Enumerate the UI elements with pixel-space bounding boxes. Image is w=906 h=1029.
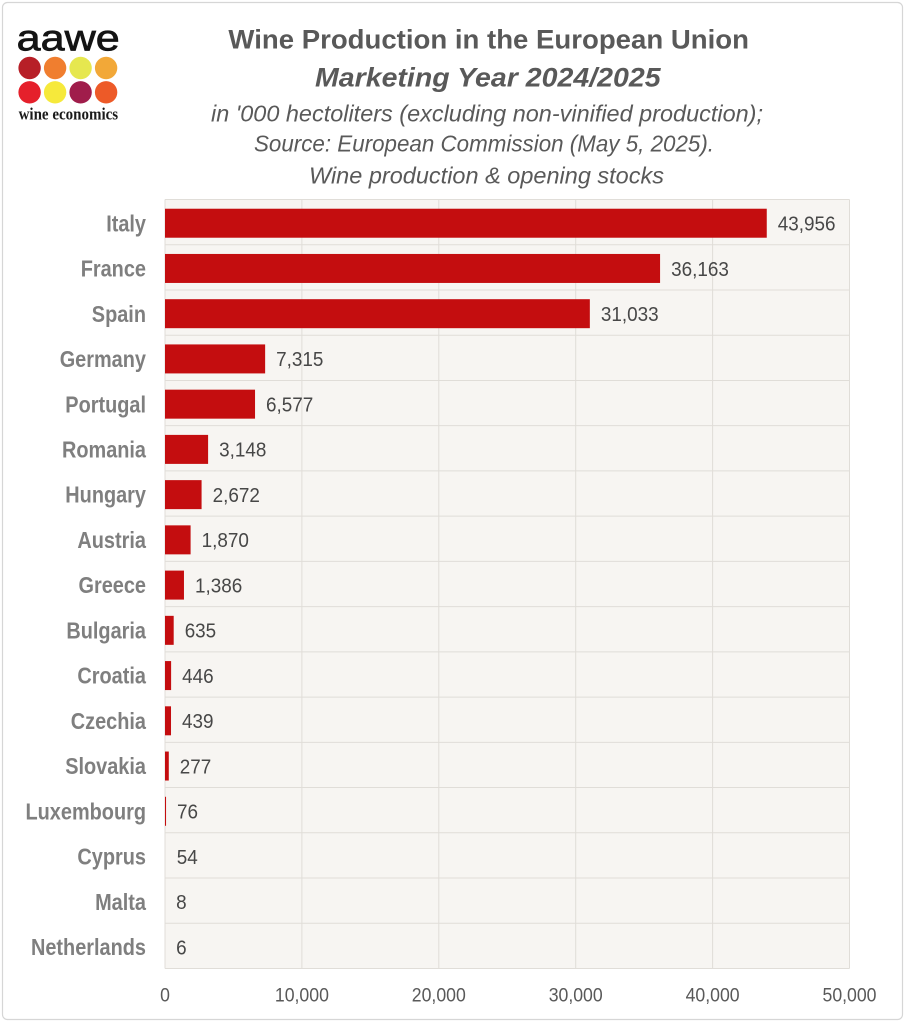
- svg-text:50,000: 50,000: [823, 986, 877, 1007]
- svg-text:Marketing Year 2024/2025: Marketing Year 2024/2025: [315, 62, 662, 92]
- svg-text:wine economics: wine economics: [19, 105, 119, 124]
- svg-text:Czechia: Czechia: [71, 708, 146, 734]
- svg-text:6,577: 6,577: [266, 394, 313, 416]
- svg-text:446: 446: [182, 666, 214, 688]
- svg-text:Slovakia: Slovakia: [65, 753, 146, 779]
- svg-text:31,033: 31,033: [601, 304, 659, 326]
- svg-text:Wine production & opening stoc: Wine production & opening stocks: [309, 162, 664, 188]
- svg-text:Italy: Italy: [106, 210, 146, 236]
- svg-text:Austria: Austria: [77, 527, 146, 553]
- svg-text:in '000 hectoliters (excluding: in '000 hectoliters (excluding non-vinif…: [211, 101, 763, 127]
- svg-text:Spain: Spain: [92, 301, 146, 327]
- svg-text:3,148: 3,148: [219, 440, 266, 462]
- svg-text:Luxembourg: Luxembourg: [26, 798, 147, 824]
- svg-text:Germany: Germany: [60, 346, 146, 372]
- svg-text:Bulgaria: Bulgaria: [66, 617, 146, 643]
- svg-text:277: 277: [180, 756, 212, 778]
- svg-text:Wine Production in the Europea: Wine Production in the European Union: [228, 24, 749, 54]
- svg-text:Romania: Romania: [62, 436, 146, 462]
- svg-text:Hungary: Hungary: [65, 482, 146, 508]
- svg-text:635: 635: [185, 621, 217, 643]
- svg-text:Cyprus: Cyprus: [77, 844, 146, 870]
- svg-text:36,163: 36,163: [671, 259, 729, 281]
- svg-text:439: 439: [182, 711, 214, 733]
- svg-text:30,000: 30,000: [549, 986, 603, 1007]
- svg-text:76: 76: [177, 802, 198, 824]
- svg-text:aawe: aawe: [17, 18, 120, 59]
- svg-text:France: France: [81, 256, 146, 282]
- svg-text:Source: European Commission (M: Source: European Commission (May 5, 2025…: [254, 131, 714, 157]
- svg-text:0: 0: [160, 986, 170, 1007]
- svg-text:1,870: 1,870: [202, 530, 249, 552]
- svg-text:Malta: Malta: [95, 889, 146, 915]
- svg-text:Greece: Greece: [79, 572, 147, 598]
- svg-text:6: 6: [176, 937, 187, 959]
- svg-text:Netherlands: Netherlands: [31, 934, 146, 960]
- svg-text:10,000: 10,000: [275, 986, 329, 1007]
- svg-text:43,956: 43,956: [778, 214, 836, 236]
- svg-text:20,000: 20,000: [412, 986, 466, 1007]
- svg-text:7,315: 7,315: [276, 349, 323, 371]
- svg-text:Croatia: Croatia: [77, 663, 146, 689]
- svg-text:2,672: 2,672: [213, 485, 260, 507]
- svg-text:40,000: 40,000: [686, 986, 740, 1007]
- svg-text:1,386: 1,386: [195, 575, 242, 597]
- svg-text:54: 54: [177, 847, 198, 869]
- svg-text:Portugal: Portugal: [65, 391, 146, 417]
- svg-text:8: 8: [176, 892, 187, 914]
